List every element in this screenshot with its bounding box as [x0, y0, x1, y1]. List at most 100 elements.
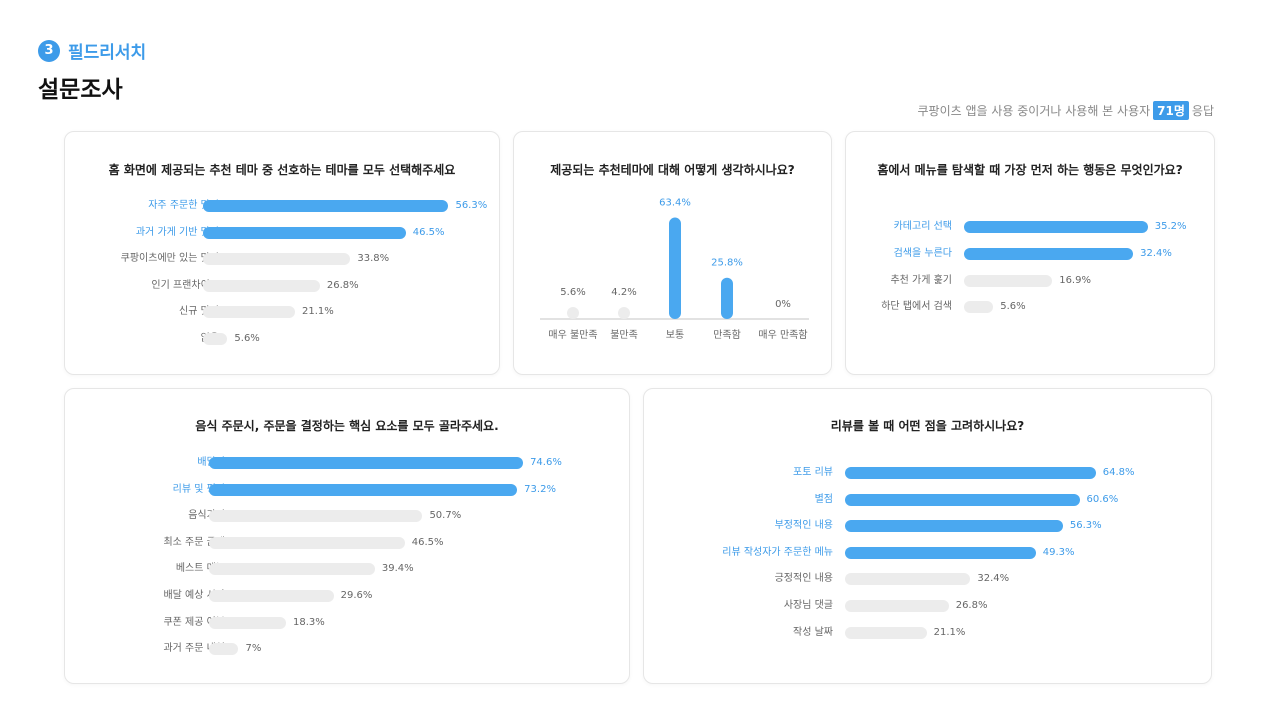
bar-row: 자주 주문한 맛집 56.3% [65, 199, 499, 213]
bar-category-label: 인기 프랜차이즈 [151, 279, 219, 291]
bar-row: 과거 주문 내역 7% [65, 642, 629, 656]
bar-value-label: 21.1% [301, 306, 334, 318]
bar [203, 333, 228, 345]
chart-title: 홈 화면에 제공되는 추천 테마 중 선호하는 테마를 모두 선택해주세요 [108, 163, 456, 177]
bar-track [203, 333, 228, 345]
bar-track [964, 247, 1134, 260]
bar-value-label: 5.6% [1000, 301, 1026, 313]
column-category-label: 만족함 [713, 329, 741, 341]
bar-track [845, 626, 927, 639]
bar-value-label: 74.6% [530, 457, 562, 468]
bar-value-label: 16.9% [1059, 274, 1091, 286]
bar-row: 쿠팡이츠에만 있는 맛집 33.8% [65, 252, 499, 266]
column-value-label: 5.6% [560, 287, 585, 298]
bar-value-label: 29.6% [340, 590, 373, 601]
bar-value-label: 26.8% [955, 600, 988, 611]
bar-row: 없음5.6% [65, 332, 499, 346]
respondents-note: 쿠팡이츠 앱을 사용 중이거나 사용해 본 사용자 71명 응답 [918, 101, 1214, 120]
bar-value-label: 32.4% [977, 573, 1010, 585]
bar-row: 배달비74.6% [65, 456, 629, 470]
chart-title: 리뷰를 볼 때 어떤 점을 고려하시나요? [830, 419, 1025, 433]
bar-row: 하단 탭에서 검색 5.6% [846, 300, 1214, 314]
bar-row: 작성 날짜 21.1% [644, 626, 1211, 640]
bar-track [845, 467, 1096, 479]
bar-category-label: 검색을 누른다 [893, 247, 952, 259]
chart-card-preferred-themes: 홈 화면에 제공되는 추천 테마 중 선호하는 테마를 모두 선택해주세요 자주… [64, 131, 500, 375]
respondents-count-badge: 71명 [1153, 101, 1189, 120]
bar [203, 200, 449, 212]
column-category-label: 보통 [666, 329, 684, 341]
bar-track [209, 536, 405, 549]
chart-title: 음식 주문시, 주문을 결정하는 핵심 요소를 모두 골라주세요. [195, 419, 499, 433]
bar-value-label: 7% [245, 643, 262, 655]
chart-title: 제공되는 추천테마에 대해 어떻게 생각하시나요? [550, 163, 795, 177]
bar [209, 590, 334, 602]
bar-track [203, 279, 320, 292]
bar-category-label: 리뷰 및 평점 [172, 483, 225, 495]
bar-category-label: 과거 주문 내역 [163, 643, 225, 655]
bar-category-label: 베스트 메뉴 [175, 563, 225, 575]
bar-category-label: 하단 탭에서 검색 [881, 301, 952, 313]
bar-track [209, 457, 524, 469]
bar [203, 279, 320, 292]
bar [203, 226, 406, 239]
bar-value-label: 56.3% [1069, 520, 1102, 532]
bar-category-label: 최소 주문 금액 [163, 536, 225, 548]
bar-category-label: 추천 가게 훑기 [890, 274, 952, 286]
bar-track [203, 253, 351, 266]
bar-value-label: 39.4% [381, 563, 414, 575]
bar [845, 573, 971, 586]
column-category-label: 매우 불만족 [548, 329, 597, 341]
bar [209, 643, 239, 656]
column-category-label: 매우 만족함 [758, 329, 807, 341]
bar-value-label: 32.4% [1140, 247, 1172, 259]
bar-track [964, 301, 994, 314]
bar-category-label: 쿠팡이츠에만 있는 맛집 [120, 253, 219, 265]
bar-category-label: 부정적인 내용 [774, 520, 833, 532]
bar [203, 306, 295, 319]
bar [209, 483, 518, 496]
bar-track [209, 510, 423, 523]
bar-row: 긍정적인 내용 32.4% [644, 572, 1211, 586]
bar-value-label: 18.3% [293, 616, 325, 628]
bar-category-label: 쿠폰 제공 여부 [163, 616, 225, 628]
bar [845, 467, 1096, 479]
column-value-label: 0% [775, 299, 791, 310]
bar-category-label: 사장님 댓글 [783, 600, 833, 611]
bar-value-label: 46.5% [412, 226, 445, 238]
bar-category-label: 신규 맛집 [179, 306, 219, 318]
bar [845, 520, 1063, 533]
bar-category-label: 과거 가게 기반 맛집 [135, 226, 219, 238]
bar-row: 최소 주문 금액 46.5% [65, 536, 629, 550]
bar-row: 카테고리 선택 35.2% [846, 220, 1214, 234]
chart-card-review-factors: 리뷰를 볼 때 어떤 점을 고려하시나요? 포토 리뷰 64.8% 별점 60.6% 부… [643, 388, 1212, 684]
bar-value-label: 46.5% [411, 536, 444, 548]
column-bar [618, 307, 630, 319]
bar-value-label: 64.8% [1102, 467, 1135, 478]
bar-row: 배달 예상 시간 29.6% [65, 589, 629, 603]
bar-row: 인기 프랜차이즈 26.8% [65, 279, 499, 293]
bar [209, 457, 524, 469]
bar-row: 별점 60.6% [644, 493, 1211, 507]
bar-category-label: 긍정적인 내용 [774, 573, 833, 585]
bar-value-label: 21.1% [933, 626, 966, 638]
column-bar [567, 307, 579, 319]
bar [964, 221, 1148, 233]
bar [209, 616, 287, 629]
section-header: 3 필드리서치 [38, 38, 146, 63]
bar-track [845, 493, 1080, 506]
bar-track [203, 306, 295, 319]
bar [964, 247, 1134, 260]
bar-row: 사장님 댓글 26.8% [644, 599, 1211, 613]
bar-value-label: 26.8% [326, 279, 359, 291]
bar-track [209, 563, 375, 576]
column-chart: 5.6% 매우 불만족 4.2% 불만족 63.4% 보통 25.8% 만족함 0% 매우 만족함 [540, 198, 809, 341]
bar-row: 추천 가게 훑기 16.9% [846, 274, 1214, 288]
bar-value-label: 56.3% [455, 200, 488, 211]
bar-row: 과거 가게 기반 맛집 46.5% [65, 226, 499, 240]
step-number-badge: 3 [38, 39, 60, 62]
bar-track [209, 643, 239, 656]
bar-track [964, 221, 1148, 233]
column-bar [669, 217, 681, 319]
bar-value-label: 60.6% [1086, 493, 1119, 505]
